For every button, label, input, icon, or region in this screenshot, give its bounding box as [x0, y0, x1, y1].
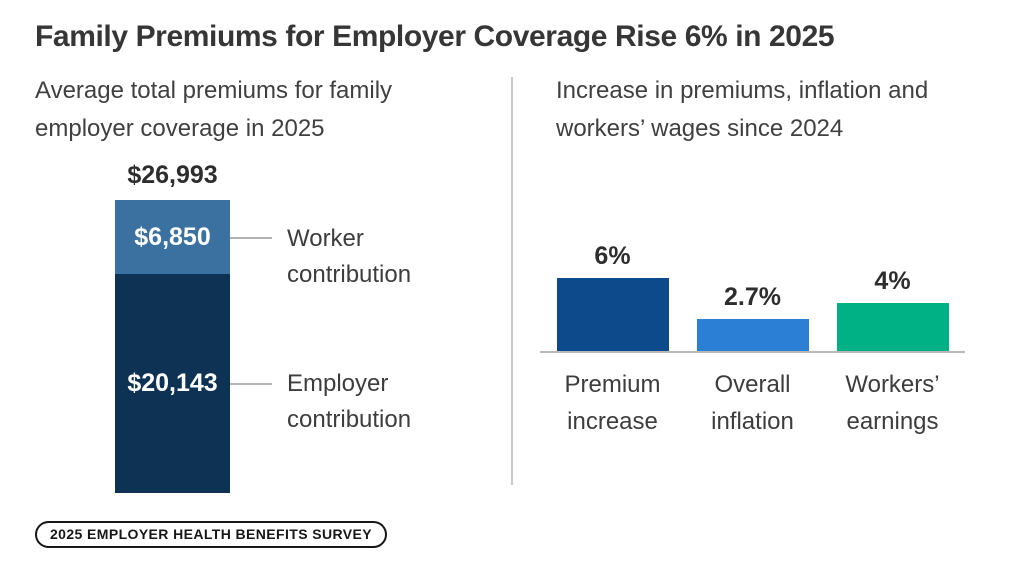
comparison-bar-chart: 6% 2.7% 4% [540, 230, 965, 352]
employer-contribution-segment: $20,143 [115, 274, 230, 493]
bar-column-workers-earnings: 4% [836, 267, 949, 352]
worker-contribution-label: Worker contribution [287, 225, 412, 288]
premium-increase-value: 6% [594, 242, 631, 270]
comparison-category-labels: Premium increase Overall inflation Worke… [540, 366, 965, 440]
premium-increase-bar [556, 278, 669, 352]
workers-earnings-bar [836, 303, 949, 352]
workers-earnings-label: Workers’ earnings [845, 371, 940, 435]
worker-contribution-segment: $6,850 [115, 200, 230, 274]
employer-contribution-label: Employer contribution [287, 370, 412, 433]
overall-inflation-label: Overall inflation [711, 371, 794, 435]
bar-column-overall-inflation: 2.7% [696, 283, 809, 352]
premium-increase-label: Premium increase [564, 371, 661, 435]
vertical-divider [511, 77, 513, 485]
right-chart-subtitle: Increase in premiums, inflation and work… [556, 77, 929, 142]
overall-inflation-bar [696, 319, 809, 352]
stacked-premium-bar: $6,850 $20,143 [115, 200, 230, 493]
worker-connector-line [230, 237, 272, 239]
overall-inflation-value: 2.7% [724, 283, 781, 311]
worker-contribution-value: $6,850 [134, 222, 211, 251]
page-title: Family Premiums for Employer Coverage Ri… [35, 20, 835, 53]
employer-contribution-value: $20,143 [127, 369, 218, 397]
workers-earnings-value: 4% [874, 267, 911, 295]
bar-column-premium-increase: 6% [556, 242, 669, 352]
x-axis-line [540, 351, 965, 353]
employer-connector-line [230, 383, 272, 385]
left-chart-subtitle: Average total premiums for family employ… [35, 77, 393, 142]
survey-badge: 2025 EMPLOYER HEALTH BENEFITS SURVEY [35, 521, 387, 548]
total-premium-label: $26,993 [127, 161, 218, 189]
